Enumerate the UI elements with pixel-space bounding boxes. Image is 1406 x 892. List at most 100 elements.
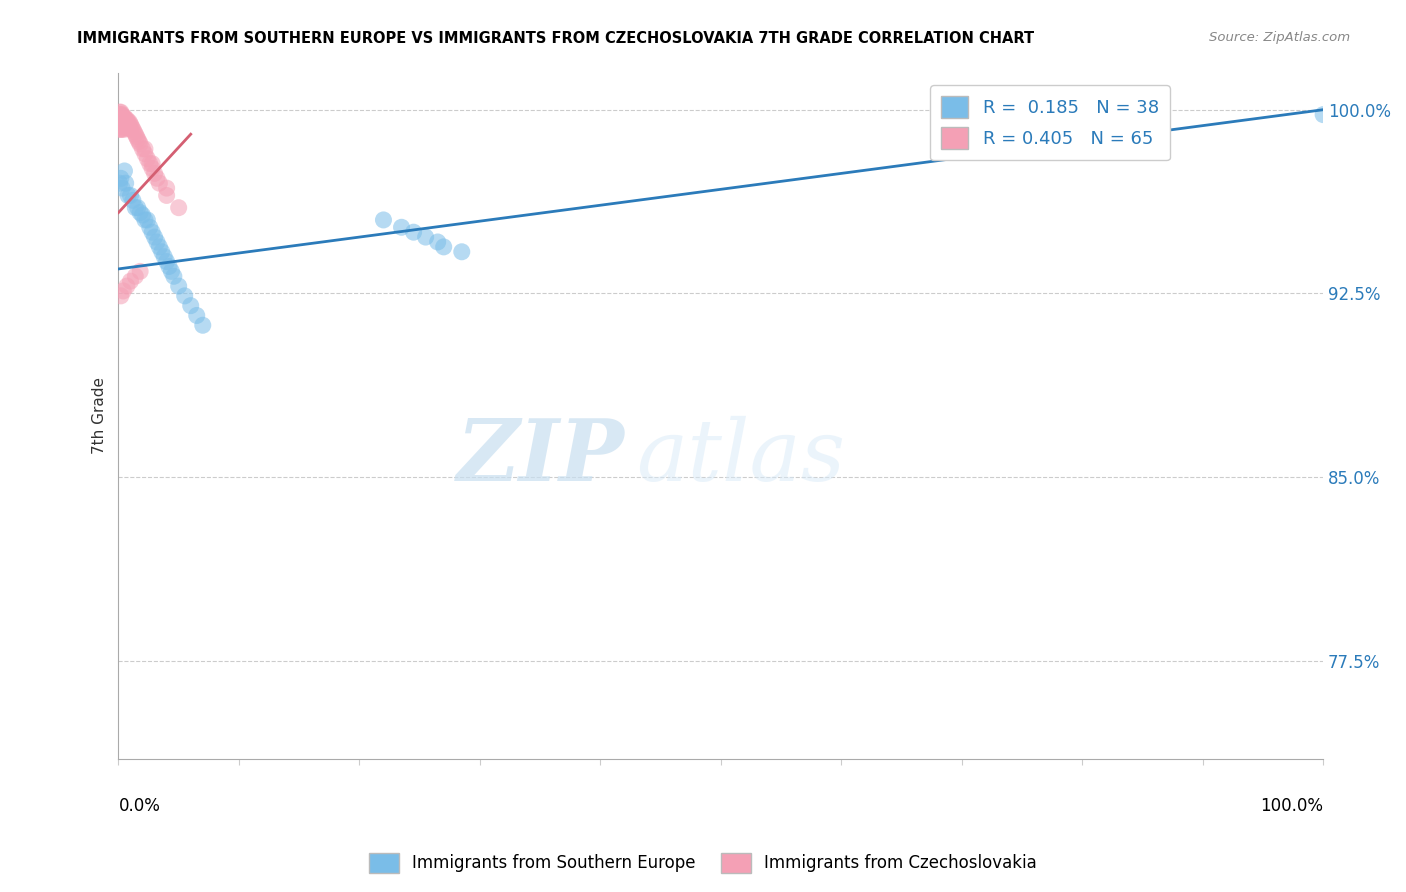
Point	[111, 181, 134, 195]
Point	[112, 284, 135, 298]
Point	[118, 120, 141, 134]
Point	[163, 269, 186, 284]
Point	[129, 205, 152, 219]
Point	[124, 269, 146, 284]
Point	[148, 176, 170, 190]
Point	[450, 244, 472, 259]
Point	[114, 120, 136, 134]
Point	[191, 318, 214, 333]
Point	[108, 122, 131, 136]
Point	[415, 230, 437, 244]
Point	[156, 181, 179, 195]
Point	[108, 176, 131, 190]
Point	[111, 117, 134, 131]
Y-axis label: 7th Grade: 7th Grade	[93, 377, 107, 454]
Point	[117, 120, 139, 134]
Point	[120, 188, 142, 202]
Point	[114, 176, 136, 190]
Point	[127, 201, 149, 215]
Point	[120, 117, 142, 131]
Point	[108, 110, 131, 124]
Point	[124, 127, 146, 141]
Point	[114, 112, 136, 127]
Point	[120, 122, 142, 136]
Point	[110, 122, 132, 136]
Point	[112, 112, 135, 127]
Legend: Immigrants from Southern Europe, Immigrants from Czechoslovakia: Immigrants from Southern Europe, Immigra…	[363, 847, 1043, 880]
Point	[111, 122, 134, 136]
Point	[141, 225, 163, 239]
Point	[129, 136, 152, 151]
Point	[110, 289, 132, 303]
Point	[122, 122, 145, 136]
Point	[129, 264, 152, 278]
Point	[125, 129, 148, 144]
Point	[108, 112, 131, 127]
Point	[111, 110, 134, 124]
Point	[108, 105, 131, 120]
Point	[110, 110, 132, 124]
Point	[112, 120, 135, 134]
Point	[180, 299, 202, 313]
Point	[134, 146, 156, 161]
Point	[114, 122, 136, 136]
Point	[114, 110, 136, 124]
Point	[114, 164, 136, 178]
Point	[373, 213, 395, 227]
Point	[131, 142, 153, 156]
Text: 100.0%: 100.0%	[1260, 797, 1323, 814]
Point	[402, 225, 425, 239]
Point	[141, 156, 163, 170]
Point	[160, 264, 183, 278]
Point	[153, 250, 176, 264]
Point	[136, 213, 159, 227]
Point	[134, 142, 156, 156]
Point	[115, 117, 138, 131]
Text: atlas: atlas	[637, 416, 845, 499]
Point	[167, 279, 190, 293]
Legend: R =  0.185   N = 38, R = 0.405   N = 65: R = 0.185 N = 38, R = 0.405 N = 65	[931, 86, 1170, 161]
Point	[143, 166, 166, 180]
Point	[115, 112, 138, 127]
Point	[148, 240, 170, 254]
Point	[110, 171, 132, 186]
Point	[114, 115, 136, 129]
Point	[120, 274, 142, 288]
Point	[108, 117, 131, 131]
Point	[108, 115, 131, 129]
Text: Source: ZipAtlas.com: Source: ZipAtlas.com	[1209, 31, 1350, 45]
Text: ZIP: ZIP	[457, 416, 624, 499]
Point	[110, 117, 132, 131]
Point	[173, 289, 195, 303]
Point	[139, 156, 162, 170]
Point	[146, 171, 169, 186]
Point	[124, 201, 146, 215]
Point	[111, 112, 134, 127]
Point	[122, 125, 145, 139]
Point	[114, 117, 136, 131]
Point	[156, 188, 179, 202]
Point	[157, 260, 180, 274]
Point	[391, 220, 413, 235]
Point	[118, 115, 141, 129]
Point	[111, 107, 134, 121]
Point	[131, 208, 153, 222]
Text: 0.0%: 0.0%	[118, 797, 160, 814]
Point	[121, 120, 143, 134]
Point	[128, 135, 150, 149]
Point	[150, 244, 173, 259]
Point	[127, 132, 149, 146]
Point	[426, 235, 449, 249]
Point	[108, 107, 131, 121]
Point	[143, 230, 166, 244]
Point	[110, 107, 132, 121]
Point	[1312, 107, 1334, 121]
Point	[110, 105, 132, 120]
Point	[156, 254, 179, 268]
Point	[167, 201, 190, 215]
Point	[186, 309, 208, 323]
Point	[117, 188, 139, 202]
Point	[114, 112, 136, 127]
Point	[433, 240, 456, 254]
Point	[122, 194, 145, 208]
